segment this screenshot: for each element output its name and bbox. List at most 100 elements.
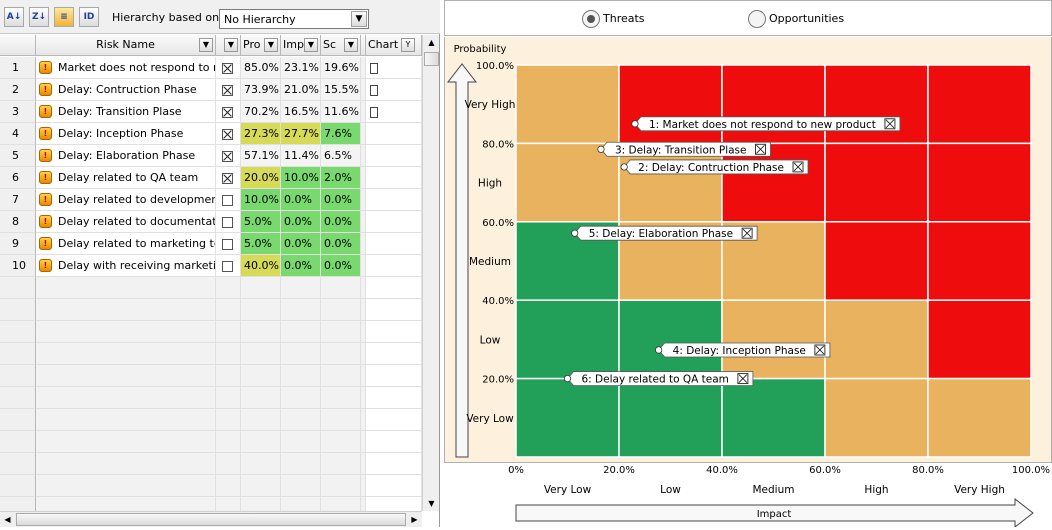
matrix-cell [618, 64, 723, 145]
impact-cell: 0.0% [281, 189, 321, 211]
matrix-cell [927, 377, 1032, 458]
opportunities-label: Opportunities [769, 12, 845, 25]
risk-point[interactable] [597, 141, 771, 157]
risk-name-cell[interactable]: ! Delay with receiving marketing material… [36, 255, 216, 277]
scroll-down-icon[interactable]: ▼ [428, 499, 435, 508]
scroll-left-icon[interactable]: ◀ [4, 515, 11, 524]
chart-cell [366, 299, 422, 321]
sort-custom-icon[interactable]: ≡ [54, 7, 74, 27]
impact-arrow-icon [515, 497, 1034, 529]
checkbox-checked-icon[interactable] [222, 106, 233, 118]
column-spacer [361, 211, 366, 233]
checkbox-unchecked-icon[interactable] [222, 238, 233, 250]
risk-checkbox-cell [216, 365, 241, 387]
risk-point-marker[interactable] [571, 229, 579, 237]
y-tick-label: 80.0% [482, 139, 514, 150]
risk-point[interactable] [655, 342, 831, 358]
filter-icon[interactable]: Y [401, 38, 415, 52]
risk-name-label: Delay: Inception Phase [58, 127, 184, 140]
chevron-down-icon[interactable]: ▼ [351, 11, 367, 27]
checkbox-unchecked-icon[interactable] [222, 216, 233, 228]
checkbox-checked-icon[interactable] [222, 150, 233, 162]
risk-name-cell[interactable]: ! Delay related to documentation team [36, 211, 216, 233]
impact-cell [281, 497, 321, 511]
risk-name-cell[interactable]: ! Delay: Elaboration Phase [36, 145, 216, 167]
risk-name-cell[interactable]: ! Delay related to development team [36, 189, 216, 211]
risk-name-cell [36, 431, 216, 453]
y-category-label: High [478, 178, 502, 190]
impact-cell [281, 277, 321, 299]
chart-cell [366, 255, 422, 277]
risk-name-cell[interactable]: ! Delay related to QA team [36, 167, 216, 189]
risk-point-marker[interactable] [563, 374, 572, 383]
vertical-scrollbar[interactable]: ▲ ▼ [422, 35, 439, 511]
score-header[interactable]: Sc ▼ [321, 35, 361, 56]
risk-checkbox-cell [216, 79, 241, 101]
impact-cell [281, 475, 321, 497]
radio-unselected-icon[interactable] [748, 10, 766, 28]
risk-name-label: Delay related to development team [58, 193, 216, 206]
checkbox-checked-icon[interactable] [222, 172, 233, 184]
chart-header[interactable]: Chart Y [366, 35, 422, 56]
checkbox-unchecked-icon[interactable] [222, 194, 233, 206]
checkbox-checked-icon[interactable] [222, 84, 233, 96]
scroll-up-icon[interactable]: ▲ [428, 38, 435, 47]
hierarchy-select[interactable]: No Hierarchy ▼ [219, 9, 369, 29]
sort-descending-icon[interactable]: Z↓ [29, 7, 49, 27]
risk-point-marker[interactable] [597, 145, 605, 153]
risk-name-cell[interactable]: ! Delay related to marketing team [36, 233, 216, 255]
risk-point[interactable] [631, 116, 901, 132]
filter-dropdown-icon[interactable]: ▼ [304, 38, 318, 52]
y-tick-label: 60.0% [482, 218, 514, 229]
column-spacer [361, 233, 366, 255]
impact-header[interactable]: Imp ▼ [281, 35, 321, 56]
row-number: 3 [0, 101, 36, 123]
risk-point[interactable] [563, 371, 754, 386]
checkbox-unchecked-icon[interactable] [222, 260, 233, 272]
impact-cell [281, 321, 321, 343]
scroll-thumb[interactable] [424, 52, 439, 66]
score-cell [321, 475, 361, 497]
sort-id-icon[interactable]: ID [79, 7, 99, 27]
risk-point-marker[interactable] [631, 120, 639, 128]
filter-dropdown-icon[interactable]: ▼ [199, 38, 213, 52]
x-category-label: High [864, 484, 888, 496]
checkbox-checked-icon[interactable] [222, 62, 233, 74]
y-category-label: Very Low [466, 413, 514, 425]
y-tick-label: 40.0% [482, 296, 514, 307]
sort-ascending-icon[interactable]: A↓ [4, 7, 24, 27]
chart-cell [366, 57, 422, 79]
risk-point-label: 3: Delay: Transition Plase [615, 144, 747, 156]
column-spacer [361, 145, 366, 167]
x-tick-label: 20.0% [603, 465, 635, 476]
filter-dropdown-icon[interactable]: ▼ [224, 38, 238, 52]
radio-selected-icon[interactable] [582, 10, 600, 28]
risk-name-cell [36, 321, 216, 343]
checkbox-header[interactable]: ▼ [216, 35, 241, 56]
risk-point-marker[interactable] [620, 163, 628, 171]
threats-radio[interactable]: Threats [582, 10, 672, 28]
probability-header[interactable]: Pro ▼ [241, 35, 281, 56]
column-spacer [361, 35, 366, 56]
column-spacer [361, 299, 366, 321]
risk-name-cell [36, 497, 216, 511]
x-category-label: Very High [954, 484, 1005, 496]
filter-dropdown-icon[interactable]: ▼ [264, 38, 278, 52]
risk-point-marker[interactable] [655, 346, 663, 354]
filter-dropdown-icon[interactable]: ▼ [344, 38, 358, 52]
checkbox-checked-icon[interactable] [222, 128, 233, 140]
scroll-thumb[interactable] [16, 513, 406, 526]
risk-point[interactable] [620, 159, 809, 175]
risk-name-cell[interactable]: ! Delay: Contruction Phase [36, 79, 216, 101]
risk-name-cell[interactable]: ! Delay: Inception Phase [36, 123, 216, 145]
scroll-right-icon[interactable]: ▶ [411, 515, 418, 524]
risk-checkbox-cell [216, 387, 241, 409]
risk-point[interactable] [571, 225, 758, 241]
risk-name-header[interactable]: Risk Name ▼ [36, 35, 216, 56]
row-number: 10 [0, 255, 36, 277]
opportunities-radio[interactable]: Opportunities [748, 10, 858, 28]
score-cell [321, 321, 361, 343]
risk-name-cell[interactable]: ! Delay: Transition Plase [36, 101, 216, 123]
horizontal-scrollbar[interactable]: ◀ ▶ [0, 511, 422, 527]
risk-name-cell[interactable]: ! Market does not respond to new product [36, 57, 216, 79]
